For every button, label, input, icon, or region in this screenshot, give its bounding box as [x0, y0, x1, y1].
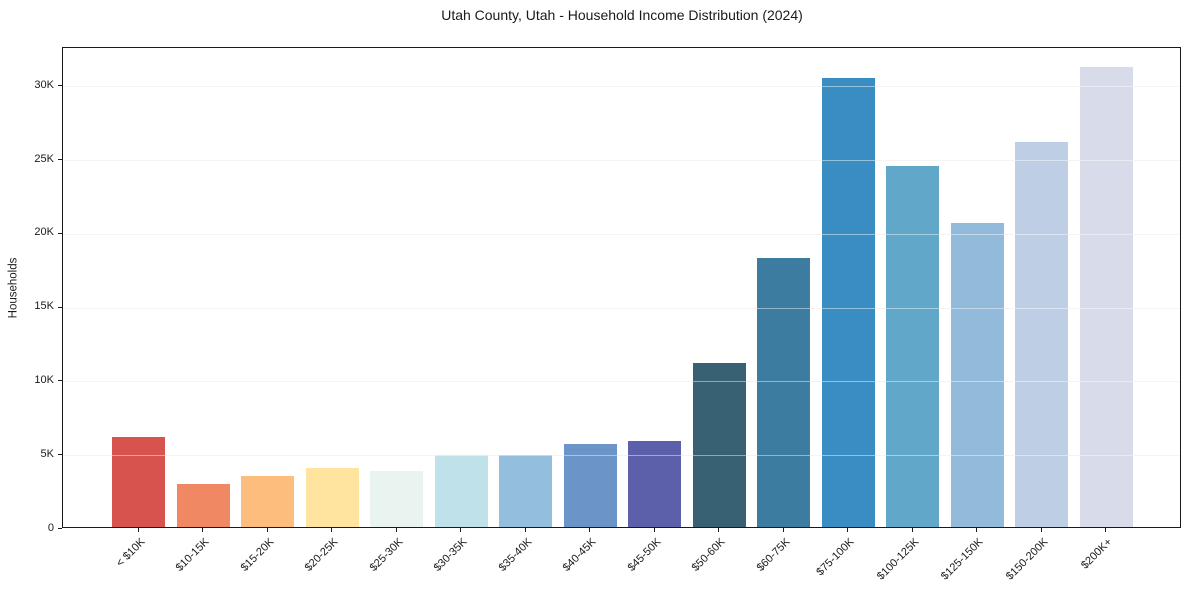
gridline — [63, 307, 1180, 309]
y-tick — [58, 528, 62, 529]
x-tick — [266, 528, 268, 532]
gridline-overlay — [63, 307, 1180, 309]
x-tick — [331, 528, 333, 532]
x-tick — [137, 528, 139, 532]
bar — [950, 223, 1004, 527]
bar — [241, 476, 295, 527]
y-tick — [58, 306, 62, 308]
y-tick-label: 25K — [34, 152, 54, 165]
bar — [886, 165, 940, 527]
plot-area — [62, 47, 1181, 528]
x-tick-label: < $10K — [113, 536, 148, 570]
x-tick — [976, 528, 978, 532]
bar — [112, 437, 166, 527]
gridline-overlay — [63, 86, 1180, 88]
bar — [821, 77, 875, 527]
y-tick — [58, 85, 62, 87]
gridline — [63, 381, 1180, 383]
gridline-overlay — [63, 381, 1180, 383]
bar — [1015, 141, 1069, 527]
y-tick — [58, 454, 62, 456]
x-tick — [589, 528, 591, 532]
x-tick — [782, 528, 784, 532]
x-tick — [202, 528, 204, 532]
bar — [563, 443, 617, 527]
gridline-overlay — [63, 455, 1180, 457]
y-tick-label: 5K — [40, 447, 54, 460]
gridline-overlay — [63, 160, 1180, 162]
bar — [757, 258, 811, 527]
y-tick — [58, 232, 62, 234]
chart-title: Utah County, Utah - Household Income Dis… — [441, 7, 803, 23]
bar — [499, 455, 553, 527]
x-tick — [1105, 528, 1107, 532]
bar — [370, 470, 424, 527]
x-tick — [718, 528, 720, 532]
gridline — [63, 86, 1180, 88]
y-tick — [58, 159, 62, 161]
y-tick-label: 30K — [34, 78, 54, 91]
x-tick — [460, 528, 462, 532]
bar — [176, 484, 230, 527]
x-tick — [524, 528, 526, 532]
y-tick-label: 20K — [34, 226, 54, 239]
y-tick-label: 10K — [34, 373, 54, 386]
gridline — [63, 455, 1180, 457]
bar — [305, 468, 359, 527]
bar — [692, 362, 746, 527]
x-tick — [847, 528, 849, 532]
bar — [1079, 67, 1133, 527]
gridline-overlay — [63, 233, 1180, 235]
y-tick-label: 0 — [47, 521, 54, 534]
x-tick — [1040, 528, 1042, 532]
x-tick — [653, 528, 655, 532]
x-tick — [395, 528, 397, 532]
gridline — [63, 233, 1180, 235]
bar — [628, 441, 682, 527]
gridline — [63, 160, 1180, 162]
y-tick — [58, 380, 62, 382]
y-tick-label: 15K — [34, 300, 54, 313]
bar — [434, 455, 488, 527]
x-tick — [911, 528, 913, 532]
